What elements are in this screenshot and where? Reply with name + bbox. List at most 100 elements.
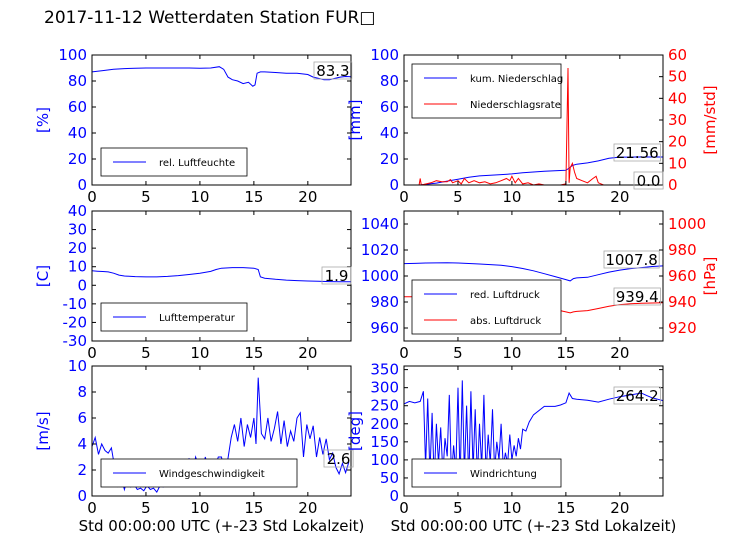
x-tick-label: 15 bbox=[244, 344, 263, 362]
y-tick-label: 20 bbox=[68, 239, 87, 257]
y-tick-label: 0 bbox=[77, 276, 87, 294]
y2-tick-label: 920 bbox=[668, 319, 697, 337]
x-tick-label: 10 bbox=[190, 344, 209, 362]
x-tick-label: 10 bbox=[502, 344, 521, 362]
y2-tick-label: 60 bbox=[668, 46, 687, 64]
legend-box bbox=[411, 458, 562, 488]
y-tick-label: 40 bbox=[68, 124, 87, 142]
y-tick-label: -30 bbox=[63, 332, 88, 350]
y2-axis-label: [hPa] bbox=[701, 257, 719, 296]
y-tick-label: 1020 bbox=[361, 241, 399, 259]
last-value-label: 21.56 bbox=[616, 144, 659, 162]
y-axis-label: [%] bbox=[34, 107, 52, 133]
last-value-label: 1.9 bbox=[325, 267, 349, 285]
x-tick-label: 20 bbox=[298, 188, 317, 206]
y-tick-label: 100 bbox=[370, 451, 399, 469]
axes-frame bbox=[403, 365, 664, 497]
y-tick-label: 6 bbox=[77, 409, 87, 427]
y-tick-label: 20 bbox=[380, 150, 399, 168]
x-tick-label: 10 bbox=[502, 188, 521, 206]
last-value-label: 939.4 bbox=[616, 288, 659, 306]
x-tick-label: 5 bbox=[141, 499, 151, 517]
y-axis-label: [deg] bbox=[346, 411, 364, 451]
panel-pressure: 0 5 10 15 20 960 980 1000 1020 1040 920 940 960 980 10… bbox=[361, 210, 719, 362]
series-line-humidity-0 bbox=[92, 66, 351, 87]
last-value-box bbox=[633, 171, 664, 190]
series-line-pressure-0 bbox=[404, 262, 663, 282]
y-tick-label: 80 bbox=[68, 72, 87, 90]
x-tick-label: 20 bbox=[610, 499, 629, 517]
figure-title: 2017-11-12 Wetterdaten Station FUR□ bbox=[44, 8, 376, 28]
x-tick-label: 10 bbox=[190, 499, 209, 517]
y2-tick-label: 1000 bbox=[668, 215, 706, 233]
x-tick-label: 10 bbox=[190, 188, 209, 206]
y-tick-label: 0 bbox=[77, 487, 87, 505]
axes-frame bbox=[91, 365, 352, 497]
legend-label: red. Luftdruck bbox=[470, 290, 540, 301]
y-tick-label: 30 bbox=[68, 221, 87, 239]
x-tick-label: 0 bbox=[87, 344, 97, 362]
y2-tick-label: 960 bbox=[668, 267, 697, 285]
y2-tick-label: 940 bbox=[668, 293, 697, 311]
x-tick-label: 0 bbox=[87, 499, 97, 517]
y-tick-label: 0 bbox=[389, 176, 399, 194]
x-axis-label: Std 00:00:00 UTC (+-23 Std Lokalzeit) bbox=[391, 517, 677, 535]
y-tick-label: 60 bbox=[380, 98, 399, 116]
x-tick-label: 15 bbox=[244, 499, 263, 517]
y-tick-label: 80 bbox=[380, 72, 399, 90]
panel-windspeed: 0 5 10 15 20 0 2 4 6 8 10 [m/s] Windgeschwindigkeit 2… bbox=[34, 357, 364, 535]
legend-label: Windgeschwindigkeit bbox=[159, 469, 265, 480]
y2-tick-label: 980 bbox=[668, 241, 697, 259]
legend-label: rel. Luftfeuchte bbox=[159, 158, 235, 169]
legend-label: Lufttemperatur bbox=[159, 313, 236, 324]
last-value-box bbox=[321, 266, 352, 285]
x-tick-label: 5 bbox=[141, 188, 151, 206]
y-tick-label: -20 bbox=[63, 313, 88, 331]
x-tick-label: 0 bbox=[399, 344, 409, 362]
last-value-box bbox=[613, 287, 661, 306]
y2-tick-label: 30 bbox=[668, 111, 687, 129]
y-tick-label: 40 bbox=[380, 124, 399, 142]
y-tick-label: 50 bbox=[380, 469, 399, 487]
x-tick-label: 5 bbox=[453, 344, 463, 362]
legend-label: abs. Luftdruck bbox=[470, 316, 541, 327]
y-tick-label: 20 bbox=[68, 150, 87, 168]
y2-tick-label: 10 bbox=[668, 154, 687, 172]
last-value-box bbox=[613, 143, 661, 162]
last-value-box bbox=[613, 386, 661, 405]
y2-tick-label: 50 bbox=[668, 68, 687, 86]
y-tick-label: 60 bbox=[68, 98, 87, 116]
x-tick-label: 15 bbox=[244, 188, 263, 206]
y-tick-label: 300 bbox=[370, 379, 399, 397]
legend-label: Niederschlagsrate bbox=[470, 100, 561, 111]
panel-precipitation: 0 5 10 15 20 0 20 40 60 80 100 0 10 20 30 40 50 60 [mm] [mm… bbox=[346, 46, 719, 206]
legend-box bbox=[411, 63, 562, 119]
x-tick-label: 20 bbox=[610, 188, 629, 206]
y2-tick-label: 0 bbox=[668, 176, 678, 194]
y-axis-label: [m/s] bbox=[34, 411, 52, 450]
x-tick-label: 5 bbox=[453, 188, 463, 206]
legend-box bbox=[411, 279, 562, 335]
x-tick-label: 15 bbox=[556, 188, 575, 206]
y-tick-label: 10 bbox=[68, 357, 87, 375]
y2-tick-label: 20 bbox=[668, 133, 687, 151]
y-tick-label: 150 bbox=[370, 433, 399, 451]
y-tick-label: 100 bbox=[370, 46, 399, 64]
last-value-box bbox=[323, 449, 354, 468]
legend-label: kum. Niederschlag bbox=[470, 74, 563, 85]
x-tick-label: 0 bbox=[87, 188, 97, 206]
y-tick-label: 8 bbox=[77, 383, 87, 401]
y-tick-label: 2 bbox=[77, 461, 87, 479]
y-tick-label: 350 bbox=[370, 361, 399, 379]
series-line-precipitation-1 bbox=[404, 67, 663, 185]
y-tick-label: 0 bbox=[77, 176, 87, 194]
x-tick-label: 15 bbox=[556, 499, 575, 517]
y2-axis-label: [mm/std] bbox=[701, 85, 719, 154]
panel-temperature: 0 5 10 15 20-30-20-10010203040[C]Lufttempera… bbox=[34, 202, 352, 362]
x-tick-label: 20 bbox=[298, 499, 317, 517]
panel-winddirection: 0 5 10 15 20050100150200250300350[deg]Windri… bbox=[346, 361, 676, 535]
axes-frame bbox=[91, 54, 352, 186]
y-axis-label: [C] bbox=[34, 265, 52, 287]
y-tick-label: 960 bbox=[370, 319, 399, 337]
